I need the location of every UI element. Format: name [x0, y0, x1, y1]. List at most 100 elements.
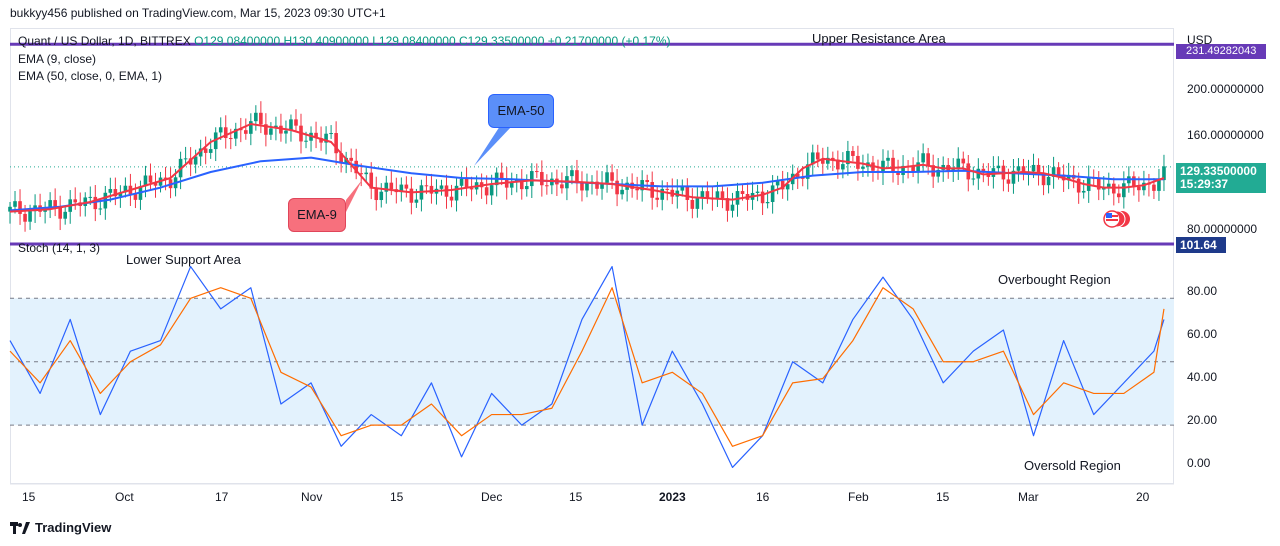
candle-body	[499, 172, 504, 180]
candle-body	[133, 194, 138, 200]
candle-body	[1137, 186, 1141, 191]
candle-body	[369, 172, 374, 189]
candle-body	[259, 112, 263, 125]
candle-body	[354, 160, 358, 174]
candle-body	[23, 213, 27, 222]
candle-body	[1066, 174, 1071, 181]
candle-body	[529, 171, 534, 187]
candle-body	[916, 162, 920, 172]
candle-body	[449, 196, 454, 201]
x-label-mar: Mar	[1018, 490, 1039, 504]
candle-body	[228, 138, 233, 140]
candle-body	[48, 200, 52, 210]
candle-body	[249, 121, 253, 134]
candle-body	[203, 148, 208, 153]
candle-body	[610, 172, 614, 181]
candle-body	[429, 185, 434, 194]
candle-body	[73, 199, 78, 203]
candle-body	[118, 192, 123, 197]
candle-body	[1021, 166, 1026, 174]
tradingview-brand[interactable]: TradingView	[35, 520, 112, 535]
ema50-legend[interactable]: EMA (50, close, 0, EMA, 1)	[18, 69, 163, 83]
candle-body	[98, 208, 103, 210]
published-line: bukkyy456 published on TradingView.com, …	[10, 6, 386, 20]
candle-body	[1142, 182, 1146, 191]
ema9-legend[interactable]: EMA (9, close)	[18, 52, 97, 66]
candle-body	[198, 148, 203, 157]
stoch-label-40: 40.00	[1187, 370, 1218, 384]
candle-body	[218, 127, 223, 133]
candle-body	[439, 185, 444, 189]
candle-body	[730, 204, 735, 211]
lower-support-label: Lower Support Area	[126, 252, 241, 267]
candle-body	[63, 211, 67, 219]
candle-body	[831, 157, 835, 160]
candle-body	[815, 152, 820, 160]
candle-body	[414, 199, 419, 203]
candle-body	[595, 181, 599, 189]
candle-body	[881, 160, 885, 174]
us-flag-icon[interactable]	[1102, 209, 1132, 229]
candle-body	[289, 119, 293, 131]
candle-body	[1046, 176, 1051, 186]
candle-body	[770, 185, 775, 202]
candle-body	[359, 173, 364, 175]
x-label-20-mar: 20	[1136, 490, 1150, 504]
countdown-value: 15:29:37	[1180, 177, 1229, 191]
ema9-line	[9, 123, 1165, 213]
candle-body	[911, 166, 915, 172]
stoch-legend[interactable]: Stoch (14, 1, 3)	[18, 241, 101, 255]
ema9-callout-pointer	[346, 180, 362, 212]
candle-body	[454, 185, 459, 201]
candle-body	[655, 197, 660, 200]
candle-body	[971, 178, 976, 180]
candle-body	[600, 182, 604, 189]
candle-body	[780, 180, 785, 190]
stoch-label-0: 0.00	[1187, 456, 1211, 470]
candle-body	[645, 180, 649, 183]
candle-body	[279, 125, 283, 134]
candle-body	[379, 191, 384, 201]
candle-body	[233, 128, 238, 139]
candle-body	[349, 157, 353, 161]
symbol-label[interactable]: Quant / US Dollar, 1D, BITTREX	[18, 34, 191, 48]
candle-body	[484, 187, 489, 196]
candle-body	[459, 178, 464, 186]
candle-body	[785, 184, 790, 190]
candle-body	[580, 183, 584, 191]
candle-body	[153, 182, 158, 186]
candle-body	[585, 182, 589, 191]
candle-body	[891, 157, 895, 172]
candle-body	[725, 198, 730, 211]
candle-body	[223, 127, 228, 139]
x-label-dec: Dec	[481, 490, 503, 504]
x-label-nov: Nov	[301, 490, 323, 504]
candle-body	[635, 188, 639, 191]
candle-body	[469, 188, 474, 190]
candle-body	[715, 191, 720, 199]
candle-body	[509, 181, 514, 188]
ema50-callout[interactable]: EMA-50	[488, 94, 554, 128]
ema9-callout[interactable]: EMA-9	[288, 198, 346, 232]
candle-body	[810, 152, 815, 165]
price-axis[interactable]: USD 200.00000000 160.00000000 80.0000000…	[1175, 28, 1270, 484]
candle-body	[936, 169, 940, 177]
candle-body	[926, 153, 930, 166]
candle-body	[695, 197, 700, 209]
candle-body	[324, 133, 328, 143]
candle-body	[575, 170, 579, 184]
candle-body	[409, 188, 414, 203]
current-price-value: 129.33500000	[1180, 164, 1257, 178]
candle-body	[254, 112, 258, 122]
candle-body	[795, 173, 800, 178]
candle-body	[1106, 183, 1111, 188]
candle-body	[1162, 166, 1166, 181]
candle-body	[535, 171, 539, 173]
candle-body	[244, 130, 248, 134]
oversold-label: Oversold Region	[1024, 458, 1121, 473]
candle-body	[464, 178, 469, 189]
candle-body	[1031, 164, 1036, 172]
candle-body	[1006, 179, 1011, 184]
x-label-oct: Oct	[115, 490, 134, 504]
